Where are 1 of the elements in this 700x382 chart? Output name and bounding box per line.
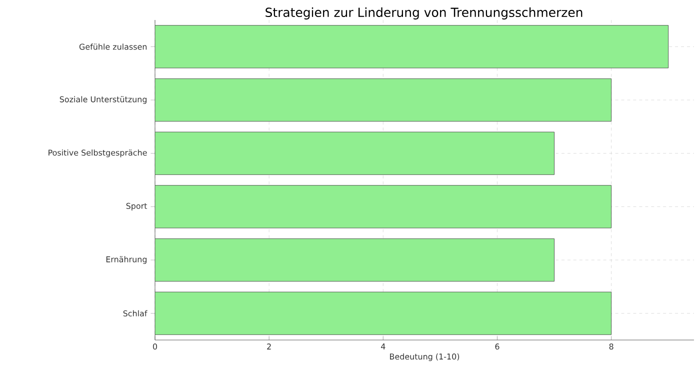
chart-title: Strategien zur Linderung von Trennungsschmerzen bbox=[266, 7, 582, 20]
